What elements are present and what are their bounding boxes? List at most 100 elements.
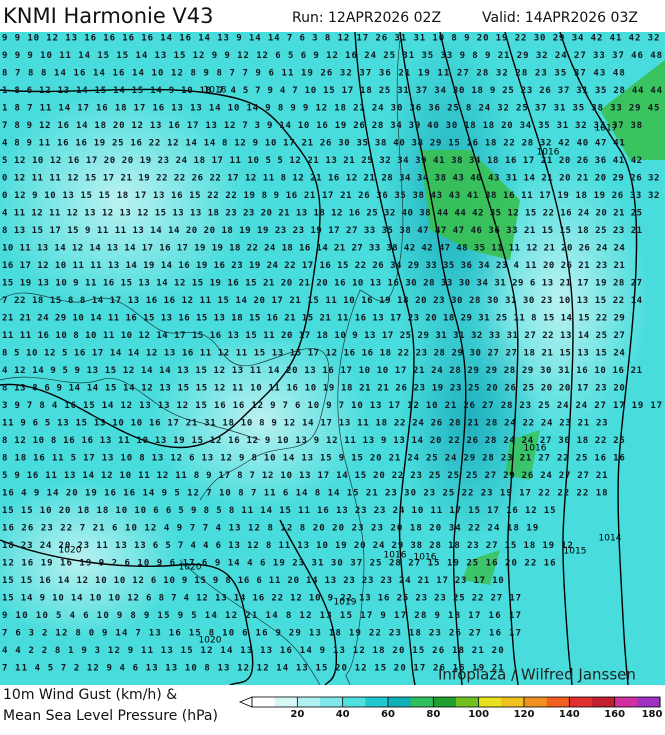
colorbar-tick-label: 180 [642,709,663,720]
gust-row: 8 18 16 11 5 17 13 10 8 13 12 6 13 12 9 … [2,454,625,464]
gust-row: 10 11 13 14 12 14 13 14 17 16 17 19 19 1… [2,244,625,254]
coastline [0,376,261,441]
gust-row: 1 8 7 11 14 17 16 18 17 16 13 13 14 10 1… [2,104,659,114]
gust-area [600,60,665,160]
gust-row: 18 23 24 20 23 11 13 13 6 5 7 4 4 6 13 1… [2,541,573,551]
legend-title: 10m Wind Gust (km/h) & [3,687,177,703]
isobar [354,32,416,685]
isobar-label: 1020 [179,563,202,573]
isobar-label: 1018 [204,86,227,96]
colorbar-segment [365,697,389,707]
gust-row: 8 13 15 17 15 9 11 11 13 14 14 20 20 18 … [2,226,642,236]
colorbar-tick-label: 60 [381,709,395,720]
gust-row: 12 16 19 16 19 9 2 6 10 9 6 17 6 9 14 4 … [2,559,556,569]
gust-row: 8 7 8 8 14 16 14 16 14 10 12 8 9 8 7 7 9… [2,69,625,79]
isobar [504,32,574,685]
gust-row: 4 11 12 11 12 13 12 13 12 15 13 13 18 23… [2,209,642,219]
colorbar-tick-label: 20 [290,709,304,720]
coastline [0,292,330,501]
gust-row: 16 26 23 22 7 21 6 10 12 4 9 7 7 4 13 12… [2,524,538,534]
colorbar-segment [614,697,638,707]
colorbar-segment [524,697,548,707]
gust-row: 8 5 10 12 5 16 17 14 14 12 13 16 11 12 1… [2,349,625,359]
gust-row: 7 11 4 5 7 2 12 9 4 6 13 13 10 8 13 12 1… [2,664,504,674]
isobar-label: 1015 [564,547,587,557]
colorbar-segment [637,697,661,707]
gust-row: 15 14 9 10 14 10 10 12 6 8 7 4 12 13 14 … [2,594,521,604]
coastline [359,39,404,302]
shade [150,330,370,510]
colorbar: 20 40 60 80 100 120 140 160 180 [238,696,663,720]
colorbar-tick-label: 140 [559,709,580,720]
gust-row: 4 8 9 11 16 16 19 25 16 22 12 14 14 8 12… [2,139,625,149]
isobar [0,88,321,449]
coastline [337,289,365,685]
isobar [0,539,254,685]
isobar-label: 1016 [384,551,407,561]
colorbar-tick-label: 100 [468,709,489,720]
isobar [439,32,519,685]
gust-row: 3 9 7 8 4 16 15 14 12 13 13 12 15 16 16 … [2,401,662,411]
coastline [179,559,321,685]
isobar-label: 1016 [414,553,437,563]
isobar-label: 1019 [334,598,357,608]
header-bg [0,0,665,32]
colorbar-segment [320,697,344,707]
colorbar-segment [478,697,502,707]
isobar-label: 1016 [524,444,547,454]
map [0,32,665,685]
colorbar-segment [388,697,412,707]
gust-row: 5 12 10 12 16 17 20 20 19 23 24 18 17 11… [2,156,642,166]
gust-row: 21 21 24 29 10 14 11 16 15 13 16 15 13 1… [2,314,625,324]
gust-row: 11 11 16 10 8 10 11 10 12 14 17 15 16 13… [2,331,625,341]
gust-row: 8 12 10 8 16 16 13 11 10 13 19 15 12 16 … [2,436,625,446]
gust-row: 16 17 12 10 11 11 13 14 19 14 16 19 16 2… [2,261,625,271]
legend-title: Mean Sea Level Pressure (hPa) [3,708,218,724]
gust-row: 9 9 10 12 13 16 16 16 16 14 16 14 13 9 1… [2,34,659,44]
gust-row: 9 10 10 5 4 6 10 9 8 9 15 9 5 14 12 21 1… [2,611,521,621]
gust-row: 4 4 2 2 8 1 9 3 12 9 11 13 15 12 14 13 1… [2,646,504,656]
colorbar-segment [456,697,480,707]
credit: Infoplaza / Wilfred Janssen [438,666,636,684]
title: KNMI Harmonie V43 [3,4,214,28]
isobar-label: 1014 [599,534,622,544]
isobar [399,32,467,685]
gust-row: 5 9 16 11 13 14 12 10 11 12 11 8 9 17 8 … [2,471,607,481]
colorbar-segment [252,697,276,707]
isobar-label: 1020 [199,636,222,646]
colorbar-tick-label: 40 [336,709,350,720]
gust-area [420,150,520,260]
isobar-label: 1017 [595,124,618,134]
colorbar-tick-label: 120 [514,709,535,720]
gust-area [462,550,500,585]
shade [0,90,250,310]
gust-row: 7 22 18 15 8 8 14 17 13 16 16 12 11 15 1… [2,296,643,306]
colorbar-tick-label: 80 [426,709,440,720]
colorbar-segment [342,697,366,707]
isobar-labels: 1018 1017 1016 1016 1015 1014 1016 1020 1020 1020… [59,86,622,646]
gust-row: 15 15 10 20 18 18 10 10 6 6 5 9 8 5 8 11… [2,506,556,516]
gust-row: 0 12 11 11 12 15 17 21 19 22 22 26 22 17… [2,174,659,184]
isobar-label: 1020 [59,546,82,556]
gust-row: 4 12 14 9 5 9 13 15 12 14 14 13 15 12 13… [2,366,642,376]
gust-row: 8 13 8 6 9 14 14 15 14 12 13 15 15 12 11… [2,384,625,394]
colorbar-segment [592,697,616,707]
gust-values: 9 9 10 12 13 16 16 16 16 14 16 14 13 9 1… [2,34,663,674]
colorbar-segment [433,697,457,707]
colorbar-segment [501,697,525,707]
colorbar-segment [410,697,434,707]
gust-row: 15 19 13 10 9 11 16 15 13 14 12 15 19 16… [2,279,642,289]
gust-row: 11 9 6 5 13 15 13 10 10 16 17 21 31 18 1… [2,419,607,429]
gust-row: 16 4 9 14 20 19 16 16 14 9 5 12 7 10 8 7… [2,489,608,499]
isobar [559,32,638,685]
colorbar-segment [569,697,593,707]
colorbar-segment [546,697,570,707]
colorbar-segment [297,697,321,707]
valid-time: Valid: 14APR2026 03Z [482,10,638,26]
run-time: Run: 12APR2026 02Z [292,10,441,26]
gust-row: 9 9 9 10 11 14 15 15 14 13 15 12 9 9 12 … [2,51,662,61]
isobar [279,519,337,685]
gust-row: 0 12 9 10 13 15 15 18 17 13 16 15 22 22 … [2,191,659,201]
gust-row: 7 6 3 2 12 8 0 9 14 7 13 16 15 8 10 6 16… [2,629,521,639]
